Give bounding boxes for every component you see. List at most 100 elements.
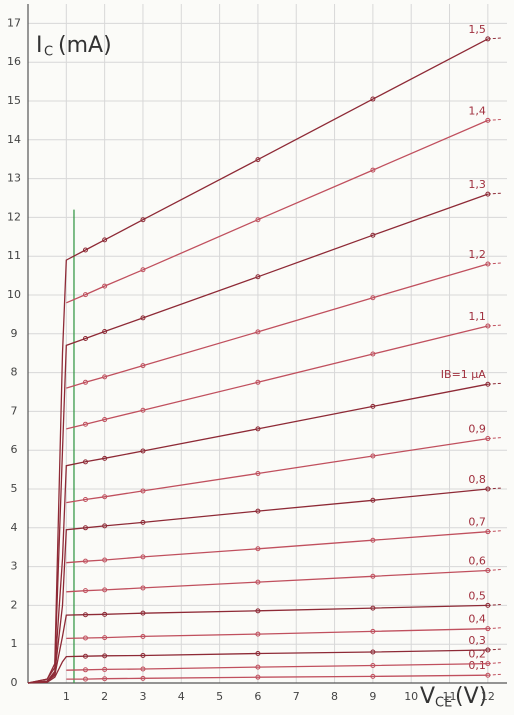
data-point [370, 628, 376, 634]
x-tick-label: 10 [404, 690, 418, 703]
data-point [140, 666, 146, 672]
data-point [370, 537, 376, 543]
legend-label: 1,5 [468, 23, 486, 36]
data-point [370, 232, 376, 238]
x-tick-label: 4 [178, 690, 185, 703]
legend-label: 0,1 [468, 659, 486, 672]
y-label-sub: C [44, 45, 53, 60]
x-tick-label: 5 [216, 690, 223, 703]
legend-label: 0,5 [468, 589, 486, 602]
legend-label: 1,3 [468, 178, 486, 191]
data-point [82, 379, 88, 385]
x-tick-label: 8 [331, 690, 338, 703]
series-line [27, 193, 489, 684]
data-point [102, 635, 108, 641]
legend-label: 1,1 [468, 310, 486, 323]
series-line [27, 649, 488, 684]
data-point [82, 653, 88, 659]
legend-label: 0,3 [468, 634, 486, 647]
data-point [370, 673, 376, 679]
y-tick-label: 10 [7, 288, 21, 301]
line-extension [487, 192, 502, 195]
y-tick-label: 8 [11, 366, 18, 379]
data-point [255, 426, 261, 432]
data-point [370, 605, 376, 611]
line-extension [487, 118, 502, 121]
data-point [102, 523, 108, 529]
data-point [140, 633, 146, 639]
x-label-sub: CE [435, 696, 452, 711]
line-extension [487, 673, 502, 676]
x-tick-label: 3 [139, 690, 146, 703]
line-extension [487, 437, 502, 440]
data-point [82, 612, 88, 618]
data-point [82, 525, 88, 531]
legend-label: 0,8 [468, 473, 486, 486]
x-tick-label: 7 [293, 690, 300, 703]
data-point [102, 283, 108, 289]
line-extension [487, 37, 502, 40]
data-point [102, 676, 108, 682]
line-extension [487, 603, 502, 606]
data-point [140, 407, 146, 413]
legend-label: 0,4 [468, 613, 486, 626]
data-point [370, 351, 376, 357]
data-point [102, 587, 108, 593]
data-point [140, 519, 146, 525]
line-extension [487, 648, 502, 651]
series-line [66, 263, 488, 389]
y-tick-label: 2 [11, 598, 18, 611]
y-label: I [36, 33, 43, 58]
y-tick-label: 9 [11, 327, 18, 340]
x-label: V [420, 684, 435, 709]
data-point [370, 453, 376, 459]
series-line [66, 662, 488, 671]
y-tick-label: 12 [7, 210, 21, 223]
series-line [27, 383, 488, 684]
data-point [102, 557, 108, 563]
legend-label: 0,7 [468, 516, 486, 529]
x-tick-label: 6 [254, 690, 261, 703]
data-point [370, 403, 376, 409]
data-point [102, 494, 108, 500]
y-tick-label: 0 [11, 676, 18, 689]
data-point [82, 635, 88, 641]
data-point [255, 157, 261, 163]
y-label-unit: (mA) [58, 33, 112, 58]
data-point [82, 335, 88, 341]
line-extension [487, 382, 502, 385]
data-point [102, 666, 108, 672]
line-extension [487, 530, 502, 533]
series-line [27, 38, 489, 684]
line-extension [487, 627, 502, 630]
data-point [140, 554, 146, 560]
data-point [102, 611, 108, 617]
data-point [140, 610, 146, 616]
data-point [82, 459, 88, 465]
series-line [66, 569, 488, 593]
y-tick-label: 6 [11, 443, 18, 456]
series-line [66, 674, 488, 680]
line-extension [487, 324, 502, 327]
line-extension [487, 662, 502, 665]
x-tick-label: 1 [63, 690, 70, 703]
legend-label: IB=1 µA [441, 368, 487, 381]
data-point [370, 663, 376, 669]
data-point [82, 292, 88, 298]
y-tick-label: 15 [7, 94, 21, 107]
x-label-unit: (V) [455, 684, 487, 709]
y-tick-label: 1 [11, 637, 18, 650]
series-line [66, 628, 488, 640]
line-extension [487, 568, 502, 571]
x-tick-label: 9 [369, 690, 376, 703]
y-tick-label: 17 [7, 16, 21, 29]
data-point [102, 653, 108, 659]
data-point [102, 455, 108, 461]
data-point [140, 652, 146, 658]
line-extension [487, 487, 502, 490]
data-point [140, 675, 146, 681]
data-point [370, 167, 376, 173]
y-tick-label: 5 [11, 482, 18, 495]
series-line [66, 437, 488, 504]
